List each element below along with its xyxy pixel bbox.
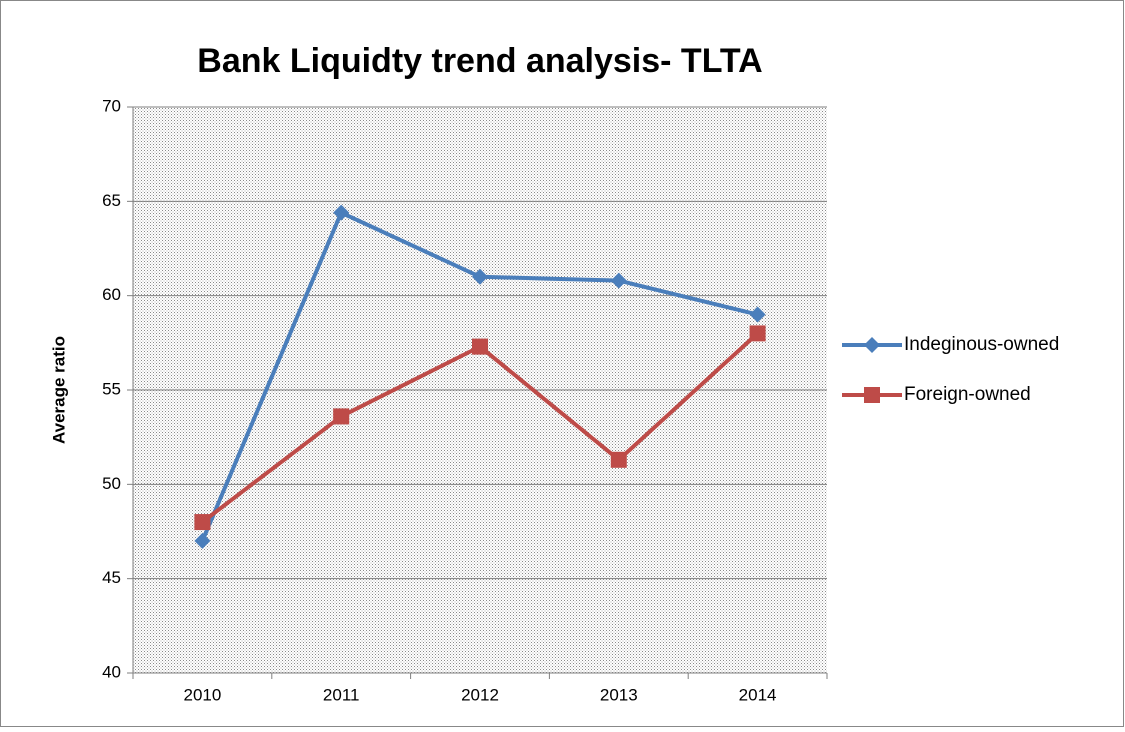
marker xyxy=(472,268,488,285)
marker xyxy=(194,532,211,549)
x-tick-label: 2012 xyxy=(461,685,499,704)
x-tick-label: 2014 xyxy=(739,685,777,704)
y-tick-label: 70 xyxy=(102,96,121,115)
marker xyxy=(194,514,211,531)
y-tick-label: 55 xyxy=(102,379,121,398)
x-tick-label: 2010 xyxy=(183,685,221,704)
x-tick-label: 2013 xyxy=(600,685,638,704)
marker xyxy=(333,408,350,425)
y-tick-label: 65 xyxy=(102,191,121,210)
marker xyxy=(333,204,350,221)
marker xyxy=(472,338,488,355)
legend-label: Foreign-owned xyxy=(904,384,1031,405)
y-tick-label: 50 xyxy=(102,474,121,493)
marker xyxy=(749,325,766,342)
marker xyxy=(610,272,627,289)
marker xyxy=(864,337,880,353)
x-tick-label: 2011 xyxy=(323,685,360,704)
marker xyxy=(749,306,766,323)
y-tick-label: 60 xyxy=(102,285,121,304)
y-tick-label: 40 xyxy=(102,662,121,681)
marker xyxy=(610,451,627,468)
y-axis-label: Average ratio xyxy=(49,336,68,444)
chart-title: Bank Liquidty trend analysis- TLTA xyxy=(197,42,762,80)
marker xyxy=(864,387,880,403)
y-tick-label: 45 xyxy=(102,568,121,587)
legend-label: Indeginous-owned xyxy=(904,334,1059,355)
